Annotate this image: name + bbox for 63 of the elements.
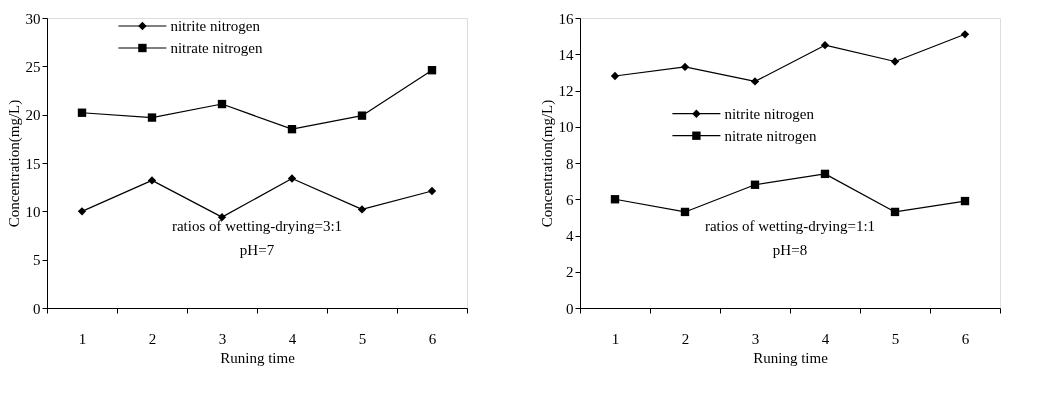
point xyxy=(680,62,690,72)
point xyxy=(960,30,970,39)
point xyxy=(750,77,760,86)
x-axis-title: Runing time xyxy=(753,349,829,366)
legend-label: nitrate nitrogen xyxy=(170,40,263,56)
point xyxy=(357,111,367,120)
x-tick-label: 3 xyxy=(751,330,760,347)
x-tick-label: 3 xyxy=(218,330,227,347)
y-tick-label: 4 xyxy=(566,228,574,244)
y-axis-title: Concentration(mg/L) xyxy=(5,99,23,228)
y-tick-label: 0 xyxy=(566,300,574,317)
point xyxy=(610,71,620,81)
annotation: pH=7 xyxy=(239,242,275,258)
x-tick-label: 5 xyxy=(358,330,367,347)
point xyxy=(147,176,157,185)
point xyxy=(680,207,690,217)
legend-label: nitrite nitrogen xyxy=(170,18,261,34)
y-tick-label: 12 xyxy=(558,83,574,99)
annotation: pH=8 xyxy=(772,242,808,258)
y-tick-label: 25 xyxy=(25,58,41,75)
x-tick-label: 4 xyxy=(821,330,830,347)
point xyxy=(77,108,87,117)
y-tick-label: 8 xyxy=(566,155,574,172)
point xyxy=(820,41,830,50)
y-tick-label: 10 xyxy=(25,203,41,220)
y-tick-label: 6 xyxy=(566,191,574,208)
legend-label: nitrate nitrogen xyxy=(724,127,817,144)
x-tick-label: 2 xyxy=(681,330,690,347)
point xyxy=(217,99,227,109)
y-tick-label: 5 xyxy=(33,252,41,269)
y-axis-title: Concentration(mg/L) xyxy=(538,99,556,228)
annotation: ratios of wetting-drying=3:1 xyxy=(171,218,343,234)
x-axis-title: Runing time xyxy=(220,349,296,366)
y-tick-label: 30 xyxy=(25,10,41,27)
x-tick-label: 1 xyxy=(611,330,620,347)
y-tick-label: 15 xyxy=(25,155,41,172)
y-tick-label: 10 xyxy=(558,119,574,136)
point xyxy=(960,196,970,206)
point xyxy=(287,124,297,134)
x-tick-label: 4 xyxy=(288,330,297,347)
x-tick-label: 1 xyxy=(78,330,87,347)
point xyxy=(427,66,437,75)
y-tick-label: 0 xyxy=(33,300,41,317)
point xyxy=(357,205,367,214)
point xyxy=(820,169,830,179)
annotation: ratios of wetting-drying=1:1 xyxy=(704,218,876,234)
x-tick-label: 6 xyxy=(961,330,970,347)
legend-label: nitrite nitrogen xyxy=(724,105,815,122)
y-tick-label: 14 xyxy=(558,46,574,63)
x-tick-label: 2 xyxy=(148,330,157,347)
point xyxy=(427,186,437,196)
point xyxy=(287,174,297,183)
x-tick-label: 5 xyxy=(891,330,900,347)
point xyxy=(750,180,760,189)
y-tick-label: 20 xyxy=(25,107,41,124)
point xyxy=(890,207,900,217)
x-tick-label: 6 xyxy=(428,330,437,347)
point xyxy=(77,207,87,216)
point xyxy=(610,195,620,204)
point xyxy=(890,57,900,66)
point xyxy=(147,113,157,122)
y-tick-label: 16 xyxy=(558,10,574,27)
y-tick-label: 2 xyxy=(566,264,574,281)
